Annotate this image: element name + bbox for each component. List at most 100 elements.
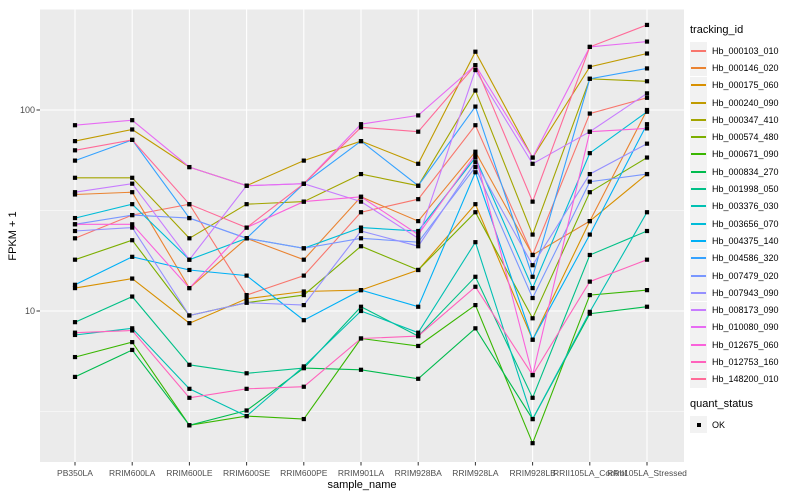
legend-line-icon — [691, 49, 706, 52]
legend-key-swatch — [690, 232, 707, 250]
y-tick-label: 100 — [19, 105, 35, 115]
legend-item-label: Hb_000671_090 — [712, 149, 779, 160]
data-point — [187, 236, 192, 241]
legend-item: Hb_148200_010 — [690, 370, 800, 388]
data-point — [473, 274, 478, 279]
data-point — [72, 190, 78, 195]
data-point — [130, 175, 135, 180]
data-point — [244, 408, 249, 413]
legend-item: Hb_012675_060 — [690, 336, 800, 354]
legend-item: Hb_012753_160 — [690, 353, 800, 371]
data-point — [416, 197, 421, 202]
legend-item: Hb_001998_050 — [690, 180, 800, 198]
data-point — [72, 158, 78, 163]
legend-item-label: Hb_000574_480 — [712, 132, 779, 143]
legend-item-label: Hb_012675_060 — [712, 339, 779, 350]
legend-line-icon — [691, 378, 706, 381]
legend-key-swatch — [690, 59, 707, 77]
data-point — [130, 238, 135, 243]
legend-key-swatch — [690, 215, 707, 233]
data-point — [473, 49, 478, 54]
legend2-items: OK — [690, 416, 800, 434]
data-point — [644, 257, 650, 262]
data-point — [130, 190, 135, 195]
data-point — [473, 210, 478, 215]
data-point — [358, 228, 364, 234]
data-point — [72, 320, 78, 325]
legend-line-icon — [691, 205, 706, 208]
data-point — [587, 129, 592, 134]
data-point — [530, 155, 535, 160]
legend-item: Hb_000240_090 — [690, 94, 800, 112]
x-tick-label: RRIM600PE — [280, 468, 328, 478]
data-point — [644, 141, 650, 146]
legend-line-icon — [691, 84, 706, 87]
data-point — [301, 302, 306, 308]
data-point — [587, 64, 592, 69]
data-point — [473, 160, 478, 165]
data-point — [72, 374, 78, 380]
data-point — [530, 232, 535, 237]
data-point — [358, 171, 364, 177]
data-point — [530, 199, 535, 204]
data-point — [244, 300, 249, 305]
data-point — [644, 79, 650, 84]
data-point — [301, 273, 306, 278]
data-point — [244, 202, 249, 207]
data-point — [416, 219, 421, 224]
data-point — [587, 309, 592, 314]
data-point — [358, 225, 364, 230]
legend-key-swatch — [690, 249, 707, 267]
legend-title: tracking_id — [690, 24, 744, 36]
data-point — [244, 225, 249, 230]
data-point — [244, 183, 249, 188]
data-point — [301, 364, 306, 369]
data-point — [587, 76, 592, 81]
data-point — [358, 125, 364, 130]
legend-item-label: Hb_004586_320 — [712, 253, 779, 264]
data-point — [587, 279, 592, 284]
data-point — [358, 210, 364, 215]
legend-line-icon — [691, 66, 706, 69]
legend-item-label: Hb_000834_270 — [712, 166, 779, 177]
data-point — [72, 222, 78, 227]
legend-item: Hb_004586_320 — [690, 249, 800, 267]
data-point — [130, 222, 135, 227]
data-point — [130, 254, 135, 259]
legend-line-icon — [691, 239, 706, 242]
data-point — [244, 296, 249, 301]
data-point — [473, 170, 478, 175]
data-point — [301, 289, 306, 294]
data-point — [644, 39, 650, 44]
data-point — [187, 267, 192, 273]
data-point — [301, 292, 306, 298]
legend-key-swatch — [690, 128, 707, 146]
legend-line-icon — [691, 291, 706, 294]
data-point — [130, 326, 135, 331]
data-point — [530, 274, 535, 279]
legend-item: Hb_003376_030 — [690, 197, 800, 215]
legend-item: Hb_010080_090 — [690, 318, 800, 336]
data-point — [530, 441, 535, 446]
data-point — [72, 354, 78, 360]
legend-item: Hb_007943_090 — [690, 284, 800, 302]
data-point — [72, 139, 78, 144]
legend2-title: quant_status — [690, 397, 753, 410]
data-point — [130, 294, 135, 299]
data-point — [301, 416, 306, 422]
data-point — [587, 219, 592, 224]
data-point — [473, 104, 478, 109]
point-square-icon — [696, 422, 701, 427]
legend-item: Hb_000103_010 — [690, 42, 800, 60]
data-point — [130, 276, 135, 281]
quant-status-label: OK — [712, 419, 726, 430]
y-tick-label: 10 — [24, 306, 35, 316]
data-point — [473, 302, 478, 308]
data-point — [187, 257, 192, 262]
legend-item: Hb_000671_090 — [690, 145, 800, 163]
x-tick-label: RRIM928LB — [509, 468, 556, 478]
data-point — [587, 44, 592, 50]
data-point — [187, 164, 192, 170]
plot-panel — [40, 9, 684, 462]
